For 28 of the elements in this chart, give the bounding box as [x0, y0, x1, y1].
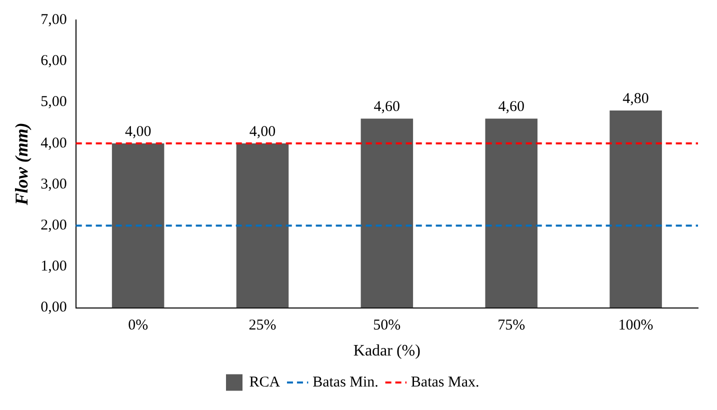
- legend-label: Batas Max.: [410, 374, 480, 390]
- y-tick-label: 7,00: [40, 12, 67, 28]
- y-tick-label: 4,00: [40, 135, 67, 152]
- x-tick-label: 75%: [498, 318, 526, 334]
- x-tick-label: 100%: [618, 318, 654, 334]
- x-tick-label: 25%: [248, 318, 276, 334]
- bar: [236, 143, 289, 308]
- data-label: 4,00: [124, 124, 152, 140]
- data-label: 4,60: [374, 99, 400, 116]
- y-tick-label: 1,00: [40, 258, 67, 275]
- data-label: 4,80: [622, 90, 649, 107]
- y-tick-label: 3,00: [40, 176, 67, 192]
- y-tick-label: 6,00: [40, 53, 67, 70]
- x-axis-title: Kadar (%): [353, 342, 420, 360]
- bar: [360, 118, 414, 308]
- x-tick-label: 50%: [373, 318, 401, 334]
- y-tick-label: 5,00: [40, 94, 67, 110]
- y-tick-label: 2,00: [40, 218, 67, 234]
- x-tick-label: 0%: [128, 318, 148, 334]
- bar: [112, 143, 164, 308]
- legend-label: RCA: [249, 374, 280, 390]
- bar: [485, 118, 538, 308]
- y-tick-label: 0,00: [40, 300, 67, 316]
- y-axis-title: Flow (mm): [11, 122, 32, 206]
- data-label: 4,00: [249, 124, 276, 140]
- bar: [610, 110, 662, 308]
- legend-label: Batas Min.: [312, 374, 378, 390]
- data-label: 4,60: [498, 99, 524, 116]
